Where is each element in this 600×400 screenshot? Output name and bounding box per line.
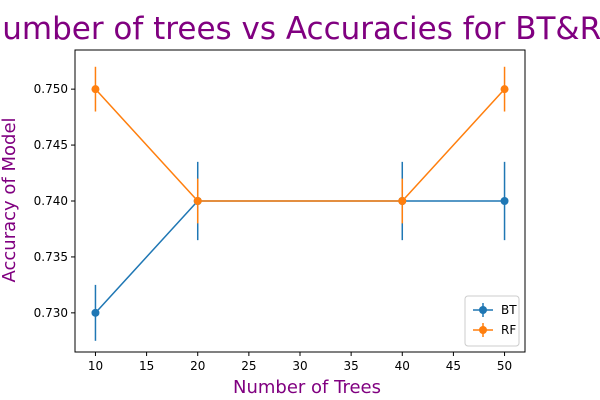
y-axis-label: Accuracy of Model	[0, 117, 20, 282]
y-tick-label: 0.750	[34, 82, 68, 96]
x-tick-label: 20	[190, 359, 205, 373]
data-point-bt	[500, 197, 509, 205]
y-tick-label: 0.745	[34, 138, 68, 152]
x-tick-label: 45	[446, 359, 461, 373]
legend-label-bt: BT	[501, 303, 517, 317]
plot-area: 10 15 20 25 30 35 40 45 50 0.730 0.735 0.740 0.745 0.…	[34, 49, 526, 373]
y-tick-label: 0.730	[34, 306, 68, 320]
x-axis-label: Number of Trees	[233, 377, 381, 398]
data-point-bt	[91, 308, 100, 317]
x-tick-label: 30	[292, 359, 307, 373]
y-tick-label: 0.740	[34, 194, 68, 208]
series-line-bt	[94, 200, 505, 314]
chart-title: Number of trees vs Accuracies for BT&RF	[0, 11, 600, 47]
data-point-rf	[500, 85, 509, 94]
x-tick-label: 40	[395, 359, 410, 373]
x-tick-label: 50	[497, 359, 512, 373]
x-tick-label: 10	[88, 359, 103, 373]
data-point-rf	[91, 85, 100, 94]
x-tick-label: 15	[139, 359, 154, 373]
x-tick-label: 35	[343, 359, 358, 373]
x-tick-label: 25	[241, 359, 256, 373]
legend-label-rf: RF	[501, 323, 516, 337]
y-tick-label: 0.735	[34, 250, 68, 264]
series-line-rf	[94, 88, 506, 202]
legend-marker-bt	[479, 306, 487, 314]
legend-marker-rf	[479, 326, 487, 334]
legend-box	[464, 295, 520, 347]
data-point-rf	[398, 197, 407, 205]
data-point-rf	[193, 197, 202, 205]
